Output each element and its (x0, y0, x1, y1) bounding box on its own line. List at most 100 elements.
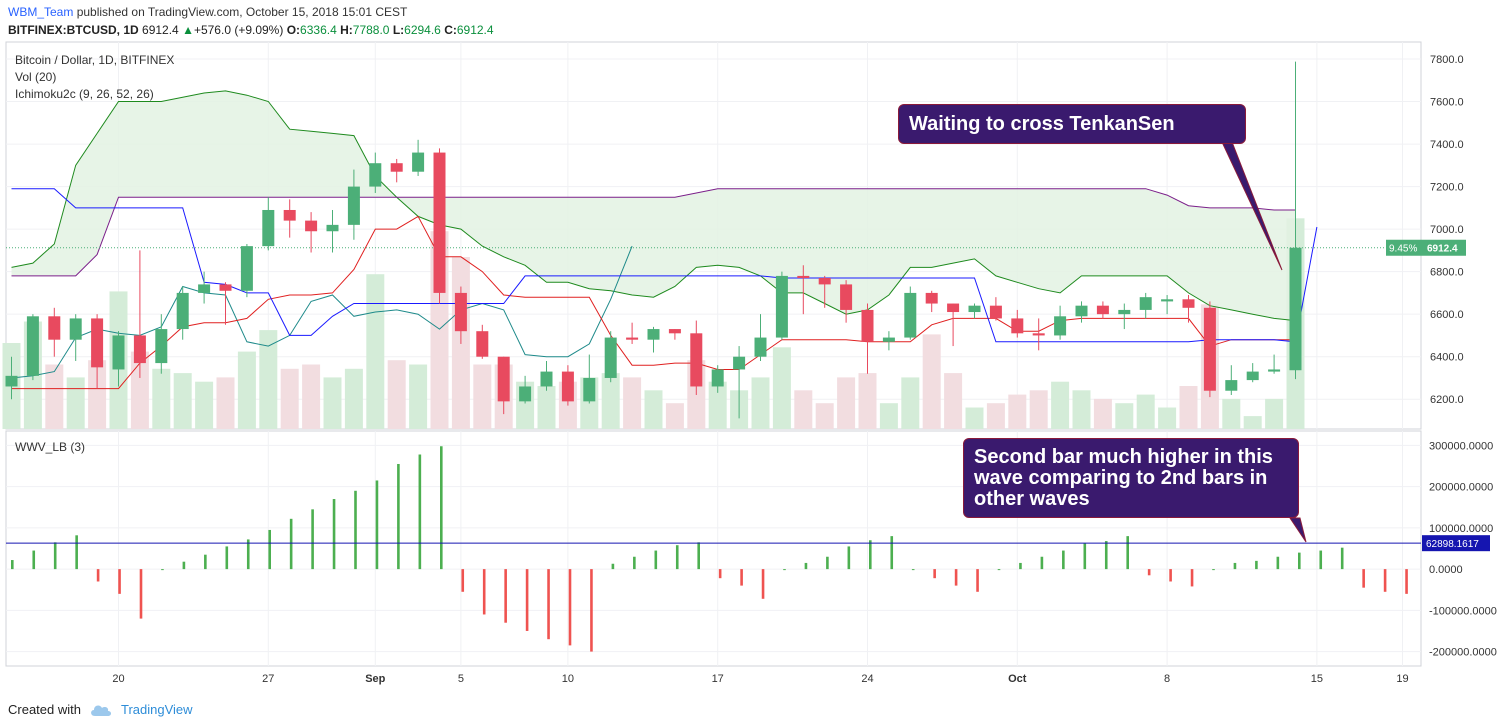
wwv-bar (826, 556, 829, 570)
candle (390, 158, 403, 183)
candle (198, 271, 211, 304)
wwv-tick-label: 300000.0000 (1429, 440, 1493, 452)
candle (882, 331, 895, 351)
price-tick-label: 7200.0 (1430, 182, 1464, 194)
x-tick-label: 17 (712, 673, 724, 685)
candle (690, 320, 703, 395)
wwv-bar (32, 550, 36, 570)
low-label: L: (392, 23, 405, 37)
volume-bar (815, 403, 834, 429)
candle-body (668, 329, 681, 334)
candle-body (1118, 309, 1131, 315)
wwv-bar (75, 535, 78, 570)
x-tick-label: 5 (458, 673, 464, 685)
footer: Created with TradingView (8, 702, 193, 717)
candle (668, 329, 681, 340)
created-with-label: Created with (8, 702, 81, 717)
x-tick-label: Sep (365, 673, 385, 685)
candle (283, 199, 296, 238)
candle-body (647, 329, 660, 340)
candle (1139, 292, 1152, 319)
open-value: 6336.4 (300, 23, 337, 37)
volume-bar (901, 377, 920, 429)
candle (1118, 303, 1131, 330)
wwv-bar (976, 569, 979, 592)
wwv-bar (1255, 560, 1258, 570)
candle-body (818, 278, 831, 285)
volume-bar (794, 390, 813, 429)
candle-body (69, 318, 82, 340)
x-tick-label: 19 (1396, 673, 1408, 685)
candle-body (797, 275, 810, 279)
volume-bar (1158, 407, 1177, 429)
wwv-bar (482, 569, 486, 615)
volume-bar (751, 377, 770, 429)
candle (1032, 318, 1045, 351)
wwv-tick-label: 0.0000 (1429, 564, 1463, 576)
candle-body (711, 369, 724, 387)
volume-bar (88, 360, 107, 429)
volume-bar (1243, 416, 1262, 429)
wwv-bar (139, 569, 143, 619)
wwv-bar (633, 556, 636, 570)
candle (1246, 363, 1259, 383)
volume-bar (1136, 394, 1155, 429)
candle-body (519, 386, 532, 402)
candle-body (561, 371, 574, 402)
tradingview-brand-link[interactable]: TradingView (120, 702, 193, 717)
candle-body (968, 305, 981, 313)
wwv-bar (654, 550, 658, 570)
volume-bar (237, 351, 256, 429)
x-tick-label: 15 (1311, 673, 1323, 685)
author-link[interactable]: WBM_Team (8, 5, 74, 19)
candle (647, 326, 660, 353)
candle (112, 331, 125, 387)
wwv-bar (933, 569, 936, 579)
candle-body (989, 305, 1002, 319)
kumo-cloud (11, 90, 1296, 321)
volume-bar (623, 377, 642, 429)
candle (519, 375, 532, 404)
last-price-badge-bg (1386, 239, 1466, 256)
wwv-bar (461, 569, 465, 592)
x-tick-label: 10 (562, 673, 574, 685)
candle (1268, 354, 1281, 374)
candle-body (882, 337, 895, 342)
x-tick-label: 20 (112, 673, 124, 685)
volume-bar (344, 368, 363, 429)
wwv-bar (1104, 541, 1108, 570)
wwv-bar (225, 546, 229, 570)
senkou-span-b-line (11, 188, 1296, 277)
volume-bar (1222, 398, 1241, 429)
candle (497, 356, 510, 415)
volume-bar (195, 381, 214, 429)
candle (433, 148, 446, 304)
candle (1096, 301, 1109, 319)
volume-bar (1093, 398, 1112, 429)
candle (583, 354, 596, 404)
wwv-bar (890, 536, 894, 570)
candle-body (155, 329, 168, 364)
candle-body (390, 163, 403, 172)
wwv-bar (1169, 569, 1172, 582)
candle (861, 303, 874, 374)
candle (1289, 61, 1302, 380)
candle (818, 275, 831, 308)
wwv-bar (783, 569, 786, 571)
candle-body (262, 209, 275, 247)
candle-body (283, 209, 296, 221)
candle (775, 271, 788, 340)
volume-bar (858, 373, 877, 429)
wwv-bar (740, 569, 743, 586)
wwv-bar (11, 560, 14, 570)
wwv-bar (761, 569, 765, 599)
senkou-span-a-line (11, 90, 1296, 322)
wwv-bar (1019, 562, 1022, 570)
candle (91, 314, 104, 389)
last-price-badge: 9.45% 6912.4 (1386, 239, 1466, 256)
candle (754, 314, 767, 361)
candle-body (947, 303, 960, 313)
wwv-bar (1298, 552, 1301, 570)
wwv-bar (697, 542, 700, 570)
candle (797, 265, 810, 315)
